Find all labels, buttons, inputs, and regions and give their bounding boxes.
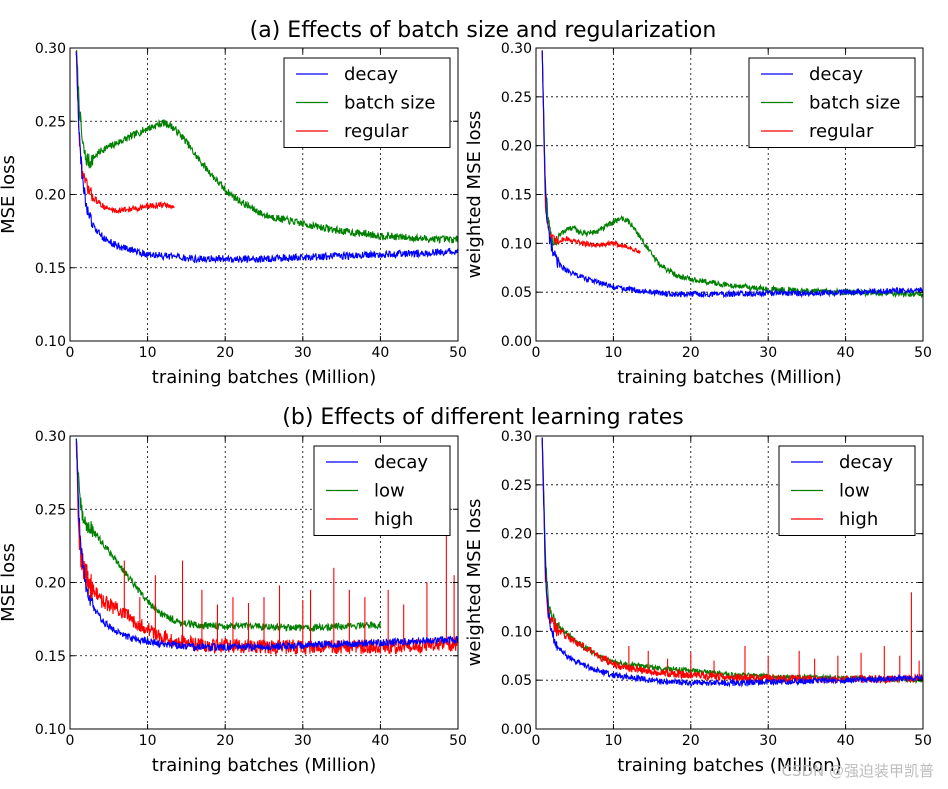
legend-label-regular: regular — [809, 121, 874, 142]
y-tick-label: 0.25 — [35, 114, 66, 130]
y-tick-label: 0.10 — [501, 624, 532, 640]
x-axis-label: training batches (Million) — [152, 367, 376, 388]
y-axis-label: MSE loss — [0, 155, 19, 234]
y-tick-label: 0.05 — [501, 673, 532, 689]
panel-3: 0 10 20 30 40 50 0.10 0.15 0.20 0.25 0.30 training … — [0, 429, 467, 776]
legend-label-low: low — [839, 481, 870, 502]
x-tick-label: 40 — [371, 345, 389, 361]
x-tick-label: 20 — [682, 733, 700, 749]
y-tick-label: 0.15 — [501, 188, 532, 204]
y-axis-label: MSE loss — [0, 543, 19, 622]
legend-label-regular: regular — [344, 121, 409, 142]
y-tick-label: 0.25 — [35, 502, 66, 518]
x-tick-label: 20 — [216, 733, 234, 749]
x-axis-label: training batches (Million) — [152, 755, 376, 776]
x-tick-label: 0 — [66, 733, 75, 749]
y-tick-label: 0.30 — [501, 429, 532, 445]
section-title-a: (a) Effects of batch size and regulariza… — [250, 18, 717, 43]
y-axis-label: weighted MSE loss — [464, 499, 485, 667]
x-tick-label: 30 — [759, 345, 777, 361]
series-line-regular — [75, 51, 175, 215]
x-tick-label: 10 — [604, 345, 622, 361]
y-tick-label: 0.20 — [501, 527, 532, 543]
x-tick-label: 40 — [371, 733, 389, 749]
x-tick-label: 0 — [532, 733, 541, 749]
y-tick-label: 0.25 — [501, 478, 532, 494]
y-tick-label: 0.20 — [35, 188, 66, 204]
series-line-decay — [541, 437, 923, 688]
y-tick-label: 0.15 — [35, 649, 66, 665]
legend-label-decay: decay — [809, 64, 863, 85]
y-tick-label: 0.20 — [35, 576, 66, 592]
legend-label-low: low — [374, 481, 405, 502]
legend-label-decay: decay — [344, 64, 398, 85]
y-tick-label: 0.25 — [501, 90, 532, 106]
y-tick-label: 0.10 — [35, 334, 66, 350]
x-tick-label: 10 — [139, 345, 157, 361]
x-tick-label: 20 — [682, 345, 700, 361]
y-tick-label: 0.15 — [35, 261, 66, 277]
x-tick-label: 50 — [914, 345, 932, 361]
x-axis-label: training batches (Million) — [617, 755, 841, 776]
y-tick-label: 0.10 — [35, 722, 66, 738]
y-tick-label: 0.00 — [501, 334, 532, 350]
legend-label-decay: decay — [374, 452, 428, 473]
y-axis-label: weighted MSE loss — [464, 111, 485, 279]
y-tick-label: 0.30 — [35, 41, 66, 57]
legend-label-high: high — [374, 509, 413, 530]
legend-label-batch-size: batch size — [344, 93, 435, 114]
x-tick-label: 0 — [532, 345, 541, 361]
y-tick-label: 0.20 — [501, 139, 532, 155]
x-tick-label: 30 — [294, 345, 312, 361]
watermark: CSDN @强迫装甲凯普 — [781, 762, 934, 780]
y-tick-label: 0.00 — [501, 722, 532, 738]
legend-label-decay: decay — [839, 452, 893, 473]
y-tick-label: 0.15 — [501, 576, 532, 592]
legend: decay batch size regular — [283, 57, 451, 148]
y-tick-label: 0.30 — [501, 41, 532, 57]
x-tick-label: 40 — [837, 733, 855, 749]
series-line-decay — [75, 438, 458, 653]
x-axis-label: training batches (Million) — [617, 367, 841, 388]
legend: decay batch size regular — [748, 57, 916, 148]
legend-label-high: high — [839, 509, 878, 530]
x-tick-label: 10 — [139, 733, 157, 749]
x-tick-label: 10 — [604, 733, 622, 749]
x-tick-label: 50 — [449, 345, 467, 361]
series-line-decay — [541, 50, 923, 299]
series-line-regular — [541, 50, 641, 255]
y-tick-label: 0.05 — [501, 285, 532, 301]
y-tick-label: 0.30 — [35, 429, 66, 445]
x-tick-label: 50 — [449, 733, 467, 749]
panel-2: 0 10 20 30 40 50 0.00 0.05 0.10 0.15 0.20 0.25 0.30 t… — [464, 41, 932, 388]
x-tick-label: 30 — [294, 733, 312, 749]
legend: decay low high — [778, 445, 916, 536]
x-tick-label: 40 — [837, 345, 855, 361]
panel-4: 0 10 20 30 40 50 0.00 0.05 0.10 0.15 0.20 0.25 0.30 t… — [464, 429, 932, 776]
x-tick-label: 0 — [66, 345, 75, 361]
x-tick-label: 50 — [914, 733, 932, 749]
y-tick-label: 0.10 — [501, 236, 532, 252]
panel-1: 0 10 20 30 40 50 0.10 0.15 0.20 0.25 0.30 training … — [0, 41, 467, 388]
x-tick-label: 30 — [759, 733, 777, 749]
x-tick-label: 20 — [216, 345, 234, 361]
legend-label-batch-size: batch size — [809, 93, 900, 114]
section-title-b: (b) Effects of different learning rates — [282, 405, 683, 430]
series-line-batch-size — [75, 50, 458, 244]
series-line-decay — [75, 51, 458, 264]
legend: decay low high — [313, 445, 451, 536]
series-line-low — [75, 438, 381, 633]
